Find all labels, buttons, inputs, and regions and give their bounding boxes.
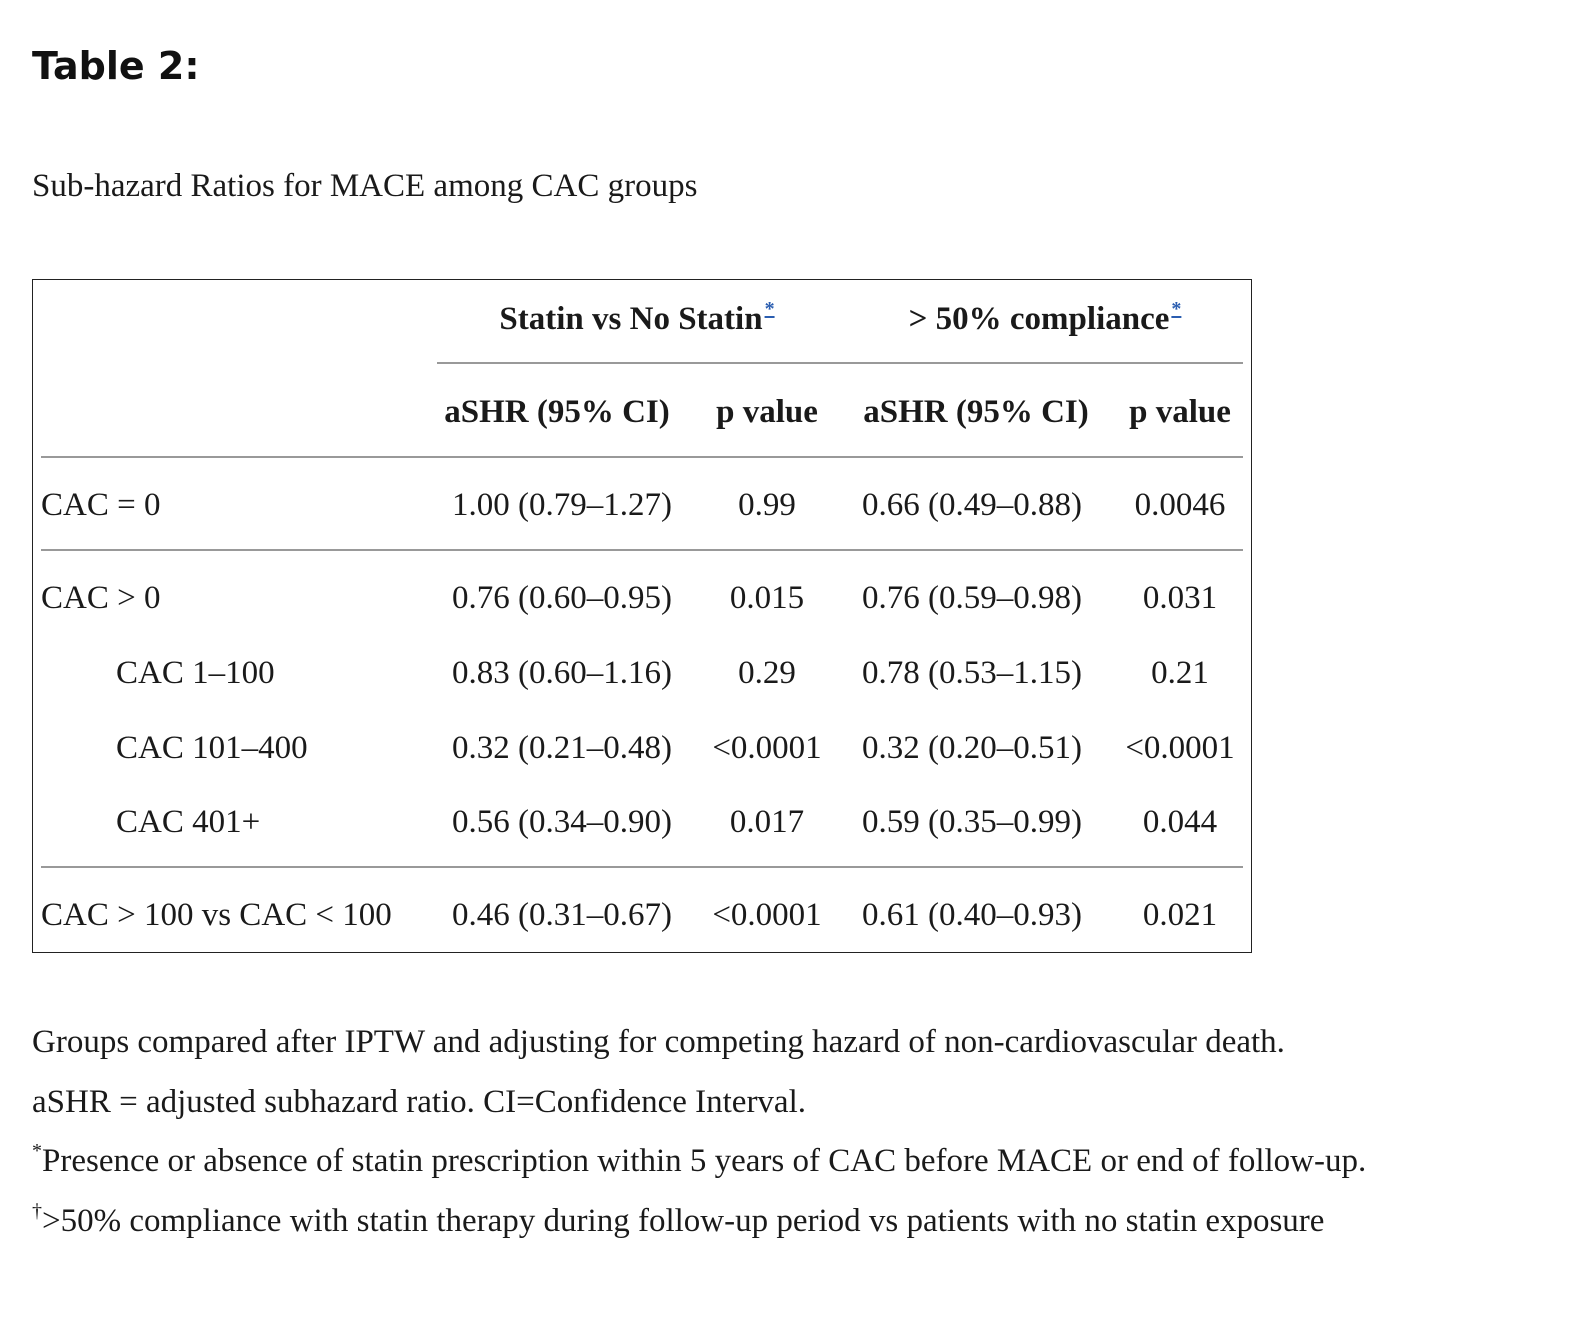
comp-ashr-cell: 0.32 (0.20–0.51) xyxy=(862,730,1082,766)
row-divider xyxy=(41,866,1243,868)
footnote-statin-definition: *Presence or absence of statin prescript… xyxy=(32,1140,1367,1179)
comp-ashr-cell: 0.78 (0.53–1.15) xyxy=(862,655,1082,691)
footnote-marker: * xyxy=(32,1140,42,1162)
results-table: Statin vs No Statin * > 50% compliance * a… xyxy=(32,279,1252,953)
statin-ashr-cell: 0.76 (0.60–0.95) xyxy=(452,580,672,616)
statin-ashr-cell: 0.56 (0.34–0.90) xyxy=(452,804,672,840)
comp-p-cell: 0.031 xyxy=(1142,580,1218,616)
footnote-link-star[interactable]: * xyxy=(1171,298,1182,320)
statin-p-cell: 0.017 xyxy=(729,804,805,840)
statin-p-cell: <0.0001 xyxy=(712,730,822,766)
statin-ashr-cell: 0.46 (0.31–0.67) xyxy=(452,897,672,933)
comp-p-cell: 0.021 xyxy=(1142,897,1218,933)
row-label: CAC = 0 xyxy=(41,487,161,523)
statin-p-cell: 0.29 xyxy=(738,655,796,691)
statin-p-cell: <0.0001 xyxy=(712,897,822,933)
table-caption: Sub-hazard Ratios for MACE among CAC gro… xyxy=(32,168,698,204)
row-label: CAC 1–100 xyxy=(116,655,275,691)
comp-p-cell: 0.044 xyxy=(1142,804,1218,840)
col-header-comp-p: p value xyxy=(1129,394,1231,430)
statin-ashr-cell: 0.32 (0.21–0.48) xyxy=(452,730,672,766)
row-label: CAC > 100 vs CAC < 100 xyxy=(41,897,392,933)
footnote-link-star[interactable]: * xyxy=(764,298,775,320)
comp-p-cell: 0.0046 xyxy=(1134,487,1226,523)
statin-ashr-cell: 1.00 (0.79–1.27) xyxy=(452,487,672,523)
table-title: Table 2: xyxy=(32,44,200,88)
comp-p-cell: 0.21 xyxy=(1151,655,1209,691)
statin-ashr-cell: 0.83 (0.60–1.16) xyxy=(452,655,672,691)
comp-ashr-cell: 0.66 (0.49–0.88) xyxy=(862,487,1082,523)
comp-ashr-cell: 0.61 (0.40–0.93) xyxy=(862,897,1082,933)
statin-p-cell: 0.015 xyxy=(729,580,805,616)
header-divider xyxy=(437,362,1243,364)
statin-p-cell: 0.99 xyxy=(738,487,796,523)
footnote-abbreviations: aSHR = adjusted subhazard ratio. CI=Conf… xyxy=(32,1084,807,1120)
row-label: CAC 401+ xyxy=(116,804,261,840)
col-header-statin-p: p value xyxy=(716,394,818,430)
row-divider xyxy=(41,549,1243,551)
group-header-compliance: > 50% compliance * xyxy=(908,298,1182,337)
group-header-statin: Statin vs No Statin * xyxy=(499,298,775,337)
row-label: CAC 101–400 xyxy=(116,730,308,766)
header-bottom-rule xyxy=(41,456,1243,458)
comp-ashr-cell: 0.59 (0.35–0.99) xyxy=(862,804,1082,840)
col-header-statin-ashr: aSHR (95% CI) xyxy=(444,394,670,430)
footnote-compliance-definition: †>50% compliance with statin therapy dur… xyxy=(32,1200,1325,1239)
footnote-iptw: Groups compared after IPTW and adjusting… xyxy=(32,1024,1285,1060)
footnote-marker: † xyxy=(32,1200,42,1222)
col-header-comp-ashr: aSHR (95% CI) xyxy=(863,394,1089,430)
comp-ashr-cell: 0.76 (0.59–0.98) xyxy=(862,580,1082,616)
row-label: CAC > 0 xyxy=(41,580,161,616)
comp-p-cell: <0.0001 xyxy=(1125,730,1235,766)
